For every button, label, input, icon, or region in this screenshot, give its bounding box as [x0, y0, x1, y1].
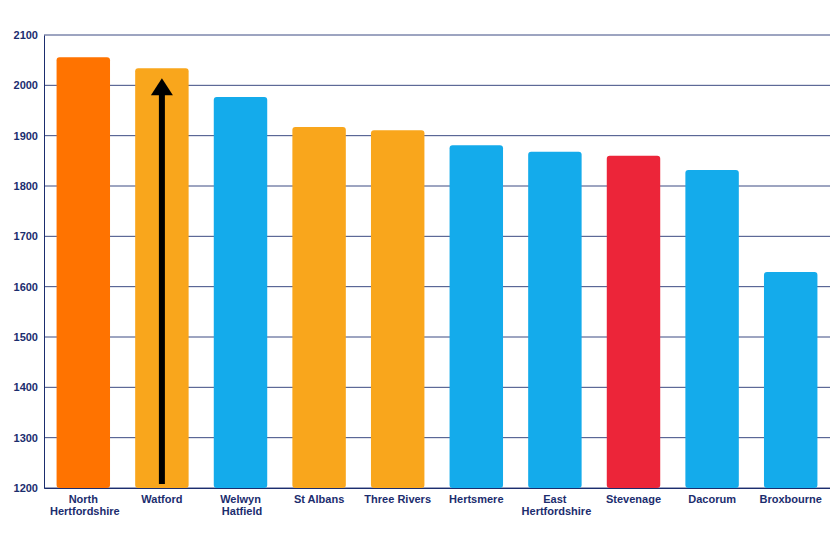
x-axis-line [45, 488, 830, 489]
x-tick: Watford [141, 488, 182, 505]
y-tick: 1200 [14, 482, 44, 494]
y-tick: 1400 [14, 381, 44, 393]
grid [44, 35, 830, 488]
y-tick: 2000 [14, 79, 44, 91]
y-tick-label: 1200 [14, 482, 38, 494]
y-tick-label: 1700 [14, 230, 38, 242]
y-axis: 1200 1300 1400 1500 1600 1700 1800 1900 2000 2100 [14, 29, 45, 494]
x-tick-label: Welwyn Hatfield [219, 493, 262, 517]
x-tick-label-line: North [69, 493, 99, 505]
x-tick-label-line: Hatfield [219, 505, 262, 517]
bar [607, 156, 660, 488]
bar [57, 57, 110, 488]
y-tick-label: 1900 [14, 130, 38, 142]
bar [292, 127, 345, 488]
x-tick-label: Stevenage [606, 493, 661, 505]
x-tick-label: Watford [141, 493, 182, 505]
y-tick: 1900 [14, 130, 44, 142]
x-tick: Three Rivers [364, 488, 431, 505]
y-tick-label: 2000 [14, 79, 38, 91]
x-tick: Stevenage [606, 488, 661, 505]
x-tick-label-line: Welwyn [220, 493, 261, 505]
y-tick: 1700 [14, 230, 44, 242]
x-axis: North Hertfordshire Watford Welwyn Hatfiel… [45, 488, 830, 517]
bar [685, 170, 738, 488]
y-tick-label: 1400 [14, 381, 38, 393]
bar [528, 152, 581, 488]
y-axis-line [44, 36, 45, 489]
arrow [151, 78, 173, 484]
y-tick: 1500 [14, 331, 44, 343]
x-tick-label-line: East [543, 493, 567, 505]
bar [371, 130, 424, 488]
y-tick: 1600 [14, 281, 44, 293]
bar [135, 68, 188, 488]
grid-line [44, 35, 830, 36]
x-tick: Welwyn Hatfield [219, 488, 262, 517]
y-tick-label: 2100 [14, 29, 38, 41]
x-tick-label-line: Hertfordshire [519, 505, 592, 517]
bar [450, 145, 503, 488]
chart: 1200 1300 1400 1500 1600 1700 1800 1900 2000 2100… [0, 0, 830, 540]
x-tick: Hertsmere [449, 488, 503, 505]
bar [214, 97, 267, 488]
x-tick-label: Broxbourne [760, 493, 822, 505]
x-tick: Dacorum [688, 488, 736, 505]
x-tick-label: Hertsmere [449, 493, 503, 505]
arrow-shaft [159, 92, 165, 484]
x-tick-label: North Hertfordshire [47, 493, 120, 517]
y-tick-label: 1800 [14, 180, 38, 192]
x-tick: St Albans [294, 488, 344, 505]
bar [764, 272, 817, 488]
x-tick: East Hertfordshire [519, 488, 592, 517]
y-tick-label: 1600 [14, 281, 38, 293]
y-tick-label: 1300 [14, 432, 38, 444]
bars [57, 57, 818, 488]
plot: 1200 1300 1400 1500 1600 1700 1800 1900 2000 2100… [14, 29, 830, 517]
arrow-head [151, 78, 173, 95]
x-tick-label: Three Rivers [364, 493, 431, 505]
y-tick: 1800 [14, 180, 44, 192]
y-tick: 2100 [14, 29, 44, 41]
x-tick-label: Dacorum [688, 493, 736, 505]
x-tick-label-line: Hertfordshire [47, 505, 120, 517]
x-tick: Broxbourne [760, 488, 822, 505]
x-tick-label: St Albans [294, 493, 344, 505]
x-tick: North Hertfordshire [47, 488, 120, 517]
x-tick-label: East Hertfordshire [519, 493, 592, 517]
y-tick: 1300 [14, 432, 44, 444]
y-tick-label: 1500 [14, 331, 38, 343]
